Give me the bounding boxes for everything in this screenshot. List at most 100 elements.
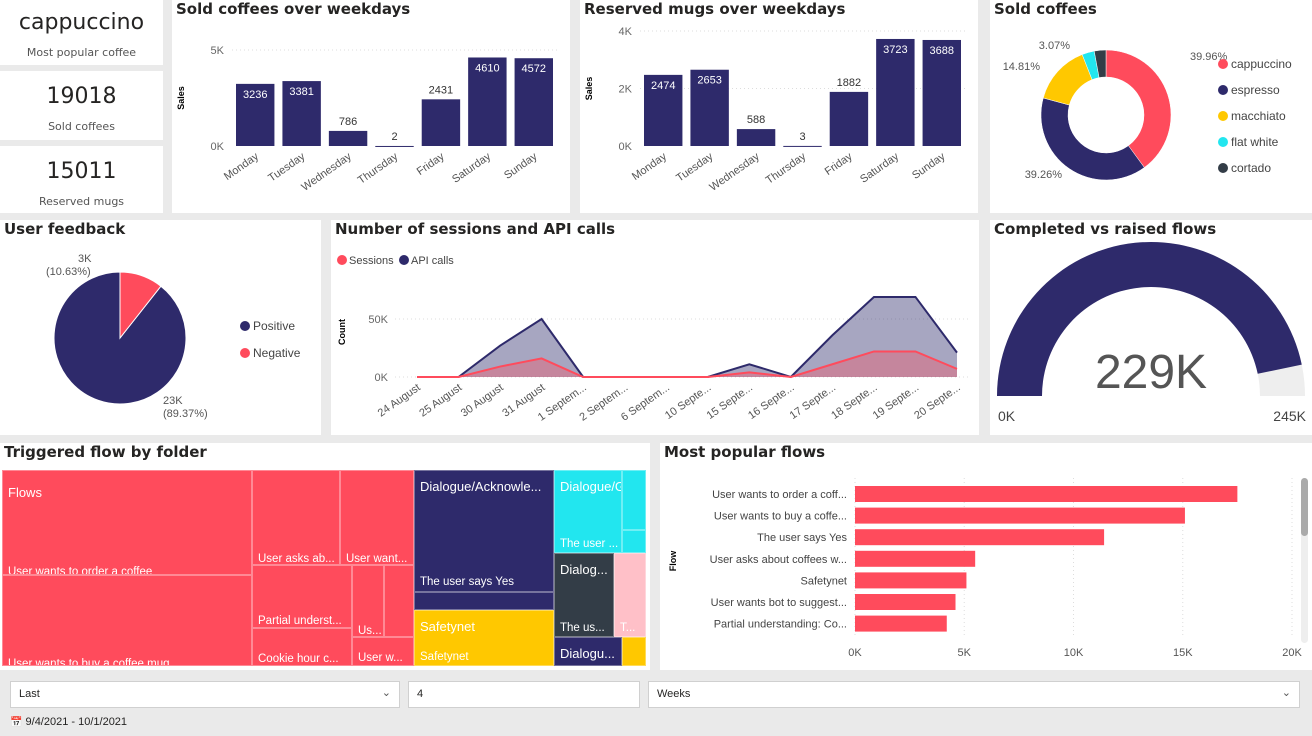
treemap-tile[interactable]: Partial underst...	[252, 565, 352, 628]
x-tick-label: Tuesday	[266, 150, 308, 184]
treemap-label: The us...	[560, 622, 605, 634]
treemap-label: Dialogue/G...	[560, 479, 621, 494]
x-tick-label: 10K	[1064, 647, 1084, 659]
bar	[855, 486, 1238, 502]
treemap-label: Cookie hour c...	[258, 653, 339, 665]
y-axis-label: Count	[337, 319, 347, 345]
donut-slice	[1105, 49, 1172, 168]
data-label: 1882	[837, 77, 861, 89]
chart-title: Most popular flows	[664, 443, 826, 461]
treemap-tile[interactable]: Cookie hour c...	[252, 628, 352, 666]
legend-marker	[1218, 59, 1228, 69]
period-unit-dropdown[interactable]: Weeks ⌄	[648, 681, 1300, 708]
kpi-label: Most popular coffee	[26, 46, 137, 59]
treemap-label: The user ...	[560, 538, 619, 550]
x-tick-label: 0K	[848, 647, 862, 659]
bar	[736, 129, 776, 146]
x-tick-label: Monday	[630, 150, 669, 183]
treemap-tile[interactable]: Dialog... The us...	[554, 553, 614, 637]
kpi-sold-coffees: 19018 Sold coffees	[0, 71, 163, 140]
treemap-tile[interactable]	[414, 592, 554, 610]
treemap-tile[interactable]: User wants to buy a coffee mug	[2, 575, 252, 666]
y-tick-label: 4K	[619, 26, 633, 38]
x-tick-label: Friday	[823, 150, 855, 178]
legend-marker	[1218, 85, 1228, 95]
dropdown-value: Last	[19, 688, 40, 700]
x-tick-label: Wednesday	[707, 150, 762, 193]
donut-slice	[1040, 97, 1145, 181]
x-tick-label: 30 August	[459, 382, 506, 420]
data-label: 39.96%	[1190, 51, 1228, 63]
sold-coffees-donut: Sold coffees 39.96% 39.26% 14.81% 3.07% capp…	[990, 0, 1312, 213]
donut-slice	[1042, 54, 1093, 106]
y-tick-label: 50K	[368, 314, 388, 326]
treemap-label: Us...	[358, 625, 382, 637]
bar	[375, 145, 414, 147]
treemap-tile[interactable]: Flows User wants to order a coffee	[2, 470, 252, 575]
x-tick-label: 16 Septe...	[746, 382, 796, 422]
data-label: 3.07%	[1039, 40, 1070, 52]
area-fill	[417, 351, 957, 377]
bar	[514, 58, 553, 146]
y-tick-label: 5K	[211, 45, 225, 57]
treemap-tile[interactable]: Dialogue/G... The user ...	[554, 470, 622, 553]
x-tick-label: 19 Septe...	[871, 382, 921, 422]
chart-title: Number of sessions and API calls	[335, 220, 616, 238]
dropdown-value: Weeks	[657, 688, 691, 700]
chart-title: Triggered flow by folder	[4, 443, 207, 461]
y-axis-label: Flow	[668, 550, 678, 571]
treemap-tile[interactable]: User want...	[340, 470, 414, 565]
date-range: 📅 9/4/2021 - 10/1/2021	[10, 716, 127, 728]
legend-marker	[399, 255, 409, 265]
treemap-label: Dialog...	[560, 562, 608, 577]
data-label: 4572	[522, 63, 546, 75]
treemap-tile[interactable]	[622, 637, 646, 666]
data-label: 4610	[475, 62, 499, 74]
legend-marker	[1218, 111, 1228, 121]
period-count-input[interactable]: 4	[408, 681, 640, 708]
treemap-tile[interactable]: Safetynet Safetynet	[414, 610, 554, 666]
gauge-min: 0K	[998, 408, 1016, 424]
treemap-tile[interactable]	[622, 470, 646, 530]
series-line	[417, 350, 958, 379]
treemap-tile[interactable]: User asks ab...	[252, 470, 340, 565]
treemap-label: Safetynet	[420, 651, 469, 663]
treemap-label: Partial underst...	[258, 615, 342, 627]
treemap-label: Dialogu...	[560, 646, 615, 661]
chart-title: Completed vs raised flows	[994, 220, 1217, 238]
area-fill	[417, 296, 957, 377]
legend-marker	[1218, 137, 1228, 147]
x-tick-label: Saturday	[450, 150, 493, 185]
x-tick-label: Tuesday	[674, 150, 716, 184]
bar	[855, 615, 947, 632]
data-label: 3381	[289, 86, 313, 98]
legend-item: flat white	[1231, 135, 1279, 149]
feedback-pie: User feedback 23K (89.37%) 3K (10.63%) Posit…	[0, 220, 321, 435]
treemap-tile[interactable]	[384, 565, 414, 637]
relative-period-dropdown[interactable]: Last ⌄	[10, 681, 400, 708]
bar	[855, 550, 976, 567]
treemap-tile[interactable]: Dialogue/Acknowle... The user says Yes	[414, 470, 554, 592]
data-label: 2431	[429, 84, 453, 96]
bar	[855, 529, 1105, 546]
gauge-fill	[997, 242, 1302, 396]
kpi-value: 15011	[46, 159, 117, 184]
treemap-tile[interactable]: Dialogu...	[554, 637, 622, 666]
scrollbar[interactable]	[1301, 478, 1308, 643]
x-tick-label: 17 Septe...	[788, 382, 838, 422]
legend-item: Sessions	[349, 255, 394, 267]
bar	[236, 83, 275, 146]
treemap-tile[interactable]: User w...	[352, 637, 414, 666]
y-tick-label: User wants to order a coff...	[712, 489, 847, 501]
bar	[829, 91, 869, 146]
y-axis-label: Sales	[584, 77, 594, 101]
y-tick-label: Partial understanding: Co...	[714, 619, 847, 631]
treemap-tile[interactable]: Us...	[352, 565, 384, 637]
legend-item: Negative	[253, 346, 301, 360]
data-label: 786	[339, 116, 357, 128]
x-tick-label: Friday	[415, 150, 447, 178]
legend-item: macchiato	[1231, 109, 1286, 123]
treemap-tile[interactable]: T...	[614, 553, 646, 637]
y-tick-label: User wants bot to suggest...	[711, 597, 847, 609]
treemap-tile[interactable]	[622, 530, 646, 553]
